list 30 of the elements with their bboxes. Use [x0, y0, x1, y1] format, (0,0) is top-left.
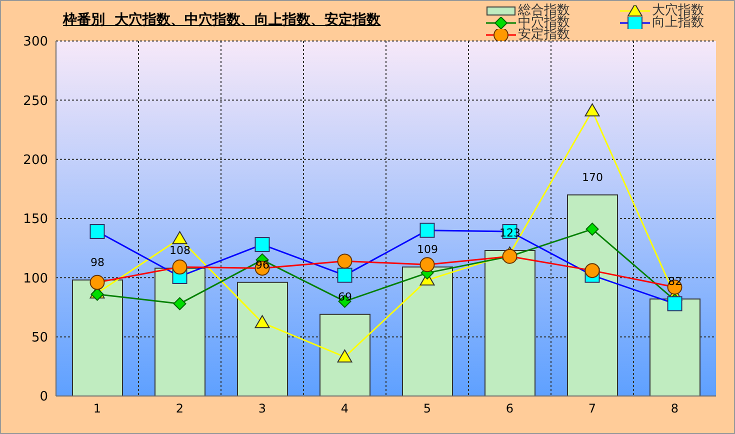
chart-title: 枠番別 大穴指数、中穴指数、向上指数、安定指数 — [63, 11, 381, 29]
y-tick-label: 300 — [23, 34, 48, 50]
point — [337, 349, 352, 362]
data-label: 69 — [338, 290, 352, 304]
legend-label: 向上指数 — [652, 15, 704, 30]
y-tick-label: 250 — [23, 94, 48, 109]
y-tick-label: 100 — [23, 271, 48, 286]
point — [586, 222, 599, 236]
x-tick-label: 5 — [423, 402, 432, 416]
point — [254, 315, 270, 328]
x-tick-label: 6 — [506, 402, 514, 416]
point — [584, 103, 600, 116]
x-tick-label: 2 — [176, 402, 184, 416]
x-tick-label: 8 — [670, 402, 679, 416]
x-tick-label: 1 — [93, 402, 102, 416]
x-tick-label: 7 — [588, 402, 596, 416]
data-label: 170 — [582, 170, 603, 184]
legend-label: 安定指数 — [518, 27, 570, 42]
data-label: 96 — [256, 258, 270, 272]
y-tick-label: 0 — [40, 390, 48, 405]
data-label: 108 — [170, 244, 190, 258]
point — [173, 297, 186, 310]
data-label: 109 — [417, 243, 438, 256]
data-label: 98 — [90, 256, 104, 270]
y-tick-label: 50 — [31, 330, 48, 346]
y-tick-label: 200 — [23, 152, 48, 168]
y-tick-label: 150 — [23, 212, 48, 228]
x-tick-label: 3 — [258, 402, 266, 416]
point — [172, 231, 188, 244]
x-tick-label: 4 — [340, 402, 349, 416]
